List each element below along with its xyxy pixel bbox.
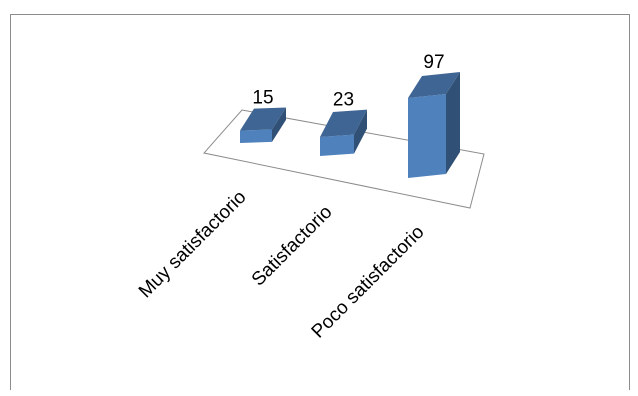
bar-top-face	[320, 109, 367, 138]
category-label-2: Poco satisfactorio	[308, 222, 429, 343]
bar-top-face	[240, 107, 286, 131]
value-label-0: 15	[252, 88, 273, 109]
bar-1	[320, 109, 367, 156]
floor-plane	[203, 109, 485, 209]
value-label-1: 23	[333, 90, 354, 111]
bar-2	[408, 72, 460, 178]
bars-group	[240, 72, 460, 178]
bar-side-face	[354, 109, 367, 154]
bar-front-face	[320, 134, 354, 156]
value-labels-group: 15 23 97	[252, 52, 444, 111]
category-label-1: Satisfactorio	[248, 202, 337, 291]
chart-frame	[10, 14, 630, 390]
bar-front-face	[240, 129, 272, 143]
bar-side-face	[272, 107, 286, 142]
category-label-0: Muy satisfactorio	[135, 187, 251, 303]
value-label-2: 97	[423, 52, 444, 73]
bar-top-face	[408, 72, 460, 98]
bar-front-face	[408, 94, 446, 178]
bar-side-face	[446, 72, 460, 175]
bar-0	[240, 107, 286, 143]
